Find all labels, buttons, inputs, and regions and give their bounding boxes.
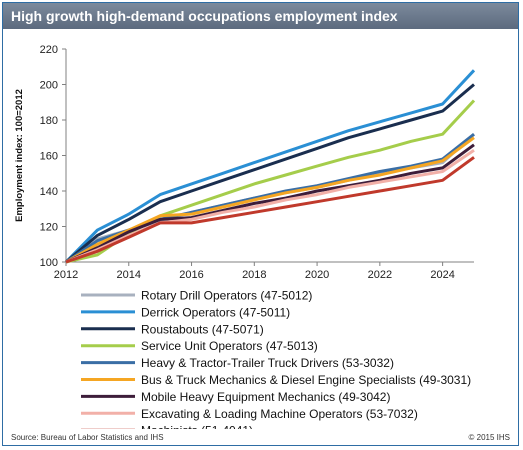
x-tick-label: 2022	[368, 269, 392, 281]
x-tick-label: 2014	[117, 269, 141, 281]
x-tick-label: 2018	[242, 269, 266, 281]
x-tick-label: 2016	[179, 269, 203, 281]
legend-label-2: Derrick Operators (47-5011)	[141, 305, 290, 319]
series-line-3	[65, 83, 475, 264]
legend-label-4: Service Unit Operators (47-5013)	[141, 339, 318, 353]
legend-label-8: Excavating & Loading Machine Operators (…	[141, 407, 418, 421]
legend-label-5: Heavy & Tractor-Trailer Truck Drivers (5…	[141, 356, 394, 370]
series-line-2	[64, 69, 476, 264]
series-line-7	[65, 143, 475, 264]
y-tick-label: 160	[40, 151, 58, 163]
series-line-9	[65, 156, 475, 264]
y-tick-label: 200	[40, 80, 58, 92]
line-chart: 100 120 140 160 180 200 220 2012 2014 2016 2018 202…	[14, 44, 476, 429]
y-tick-label: 120	[40, 222, 58, 234]
legend-label-3: Roustabouts (47-5071)	[141, 322, 264, 336]
legend-label-1: Rotary Drill Operators (47-5012)	[141, 289, 312, 303]
legend-label-9: Machinists (51-4041)	[141, 424, 253, 429]
y-tick-label: 100	[40, 257, 58, 269]
legend-label-6: Bus & Truck Mechanics & Diesel Engine Sp…	[141, 373, 471, 387]
title-bar: High growth high-demand occupations empl…	[3, 3, 518, 29]
x-tick-label: 2020	[305, 269, 329, 281]
legend-label-7: Mobile Heavy Equipment Mechanics (49-304…	[141, 390, 390, 404]
source-note: Source: Bureau of Labor Statistics and I…	[11, 433, 164, 442]
y-tick-label: 140	[40, 186, 58, 198]
x-tick-label: 2024	[430, 269, 454, 281]
x-tick-label: 2012	[54, 269, 78, 281]
series-line-6	[65, 136, 475, 264]
series-line-5	[65, 133, 475, 264]
y-tick-label: 220	[40, 44, 58, 56]
copyright-note: © 2015 IHS	[468, 433, 510, 442]
y-tick-label: 180	[40, 115, 58, 127]
series-line-1	[65, 133, 476, 264]
y-axis-label: Employment index: 100=2012	[14, 89, 25, 222]
chart-frame: High growth high-demand occupations empl…	[2, 2, 519, 446]
chart-title: High growth high-demand occupations empl…	[11, 8, 398, 24]
